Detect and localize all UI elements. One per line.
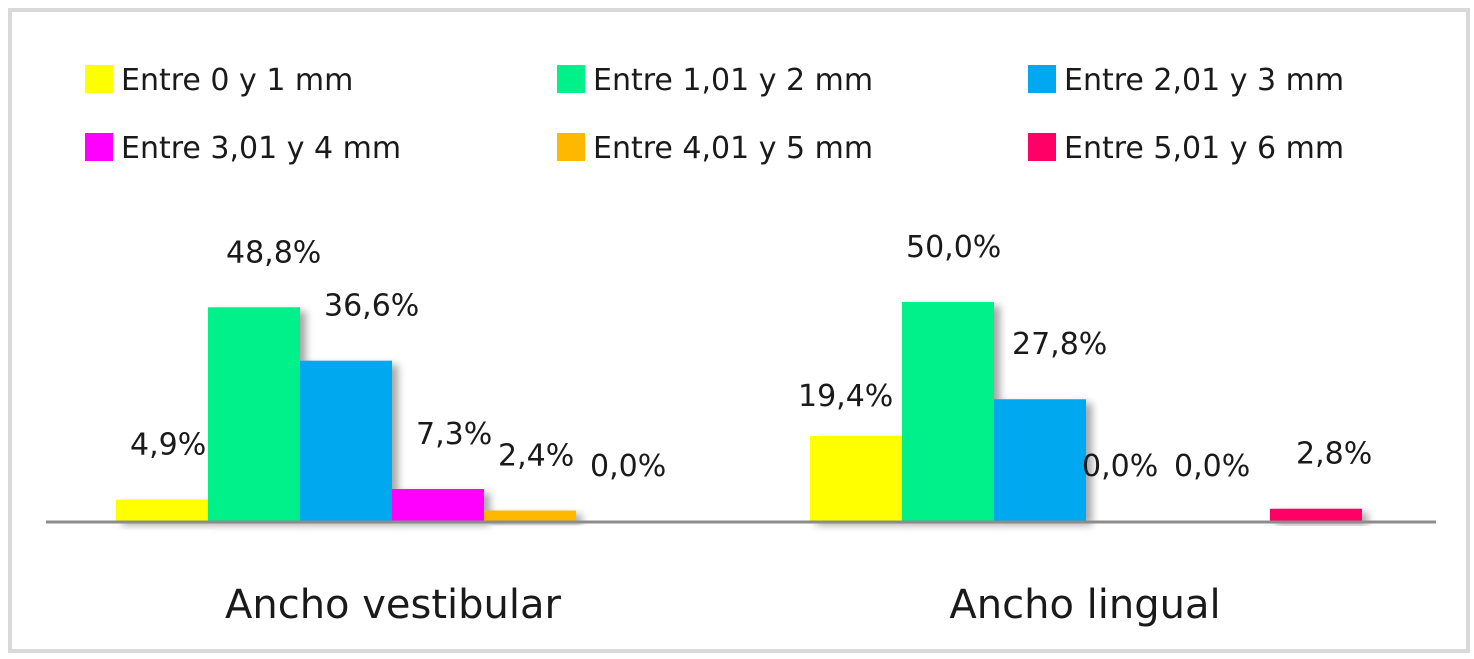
legend-swatch (85, 133, 113, 161)
data-label: 48,8% (226, 235, 321, 270)
data-label: 0,0% (1082, 449, 1158, 484)
data-label: 2,8% (1296, 437, 1372, 472)
legend: Entre 0 y 1 mm Entre 1,01 y 2 mm Entre 2,0… (85, 63, 1344, 166)
legend-item: Entre 5,01 y 6 mm (1028, 131, 1344, 166)
category-label: Ancho vestibular (225, 582, 562, 628)
bar (484, 510, 576, 521)
bars (116, 302, 1362, 521)
legend-label: Entre 3,01 y 4 mm (121, 131, 401, 166)
legend-swatch (557, 65, 585, 93)
legend-swatch (557, 133, 585, 161)
data-label: 2,4% (498, 438, 574, 473)
data-labels: 4,9% 48,8%36,6% 7,3%2,4% 0,0% 19,4% 50,0% 27,8… (130, 230, 1372, 484)
data-label: 27,8% (1012, 327, 1107, 362)
legend-label: Entre 0 y 1 mm (121, 63, 353, 98)
category-label: Ancho lingual (949, 582, 1220, 628)
legend-item: Entre 2,01 y 3 mm (1028, 63, 1344, 98)
data-label: 50,0% (906, 230, 1001, 265)
legend-swatch (1028, 65, 1056, 93)
legend-label: Entre 4,01 y 5 mm (593, 131, 873, 166)
legend-label: Entre 1,01 y 2 mm (593, 63, 873, 98)
legend-item: Entre 0 y 1 mm (85, 63, 353, 98)
category-labels: Ancho vestibular Ancho lingual (225, 582, 1221, 628)
data-label: 0,0% (590, 449, 666, 484)
bar (116, 499, 208, 521)
data-label: 0,0% (1174, 449, 1250, 484)
data-label: 19,4% (798, 379, 893, 414)
bar (392, 489, 484, 521)
bar (902, 302, 994, 521)
legend-label: Entre 2,01 y 3 mm (1064, 63, 1344, 98)
bar (1270, 508, 1362, 521)
bar (810, 436, 902, 521)
legend-swatch (85, 65, 113, 93)
data-label: 4,9% (130, 428, 206, 463)
data-label: 36,6% (324, 289, 419, 324)
bar (300, 360, 392, 521)
legend-item: Entre 4,01 y 5 mm (557, 131, 873, 166)
legend-item: Entre 3,01 y 4 mm (85, 131, 401, 166)
data-label: 7,3% (416, 417, 492, 452)
bar (208, 307, 300, 521)
legend-label: Entre 5,01 y 6 mm (1064, 131, 1344, 166)
legend-swatch (1028, 133, 1056, 161)
legend-item: Entre 1,01 y 2 mm (557, 63, 873, 98)
bar (994, 399, 1086, 521)
